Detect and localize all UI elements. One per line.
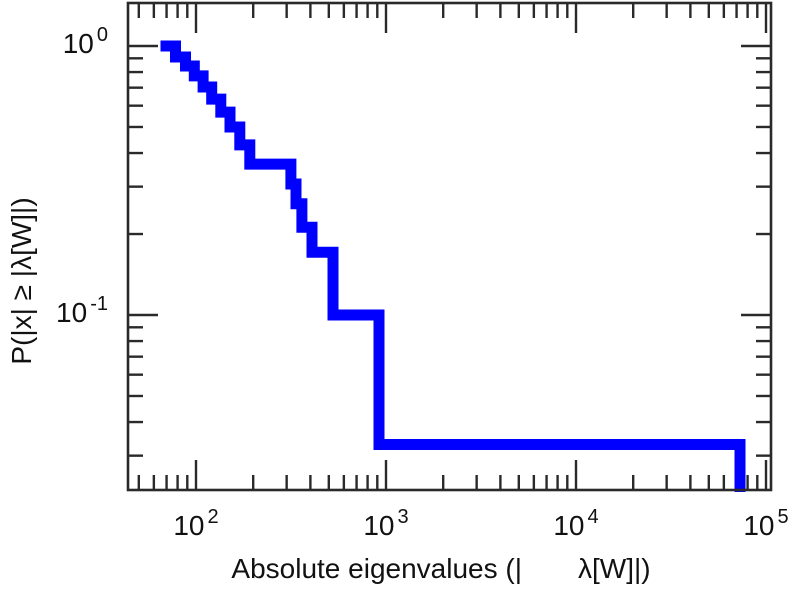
- x-axis-title-lambda: λ[W]|): [577, 553, 651, 584]
- x-tick-1-base: 10: [173, 510, 205, 541]
- y-tick-label-0p1: 10 -1: [18, 293, 108, 329]
- x-tick-4-base: 10: [743, 510, 775, 541]
- y-axis-title: P(|x| ≥ |λ[W]|): [6, 197, 37, 365]
- y-tick-1-base: 10: [62, 28, 94, 59]
- x-axis-title: Absolute eigenvalues (| λ[W]|): [231, 553, 650, 585]
- y-tick-1-exponent: 0: [96, 24, 108, 46]
- x-tick-3-exponent: 4: [587, 506, 599, 528]
- x-axis-title-left: Absolute eigenvalues (|: [231, 553, 522, 584]
- y-tick-2-exponent: -1: [90, 293, 108, 315]
- x-tick-4-exponent: 5: [777, 506, 789, 528]
- x-tick-2-exponent: 3: [397, 506, 409, 528]
- y-tick-2-base: 10: [56, 297, 88, 328]
- ccdf-curve: [160, 40, 746, 492]
- plot-frame: [126, 1, 773, 492]
- x-tick-label-1000: 10 3: [363, 506, 408, 542]
- y-tick-label-1: 10 0: [18, 24, 108, 60]
- x-tick-label-100000: 10 5: [743, 506, 788, 542]
- x-tick-1-exponent: 2: [207, 506, 219, 528]
- x-tick-label-10000: 10 4: [553, 506, 598, 542]
- x-tick-3-base: 10: [553, 510, 585, 541]
- x-tick-label-100: 10 2: [173, 506, 218, 542]
- axis-ticks: [128, 3, 771, 490]
- x-tick-2-base: 10: [363, 510, 395, 541]
